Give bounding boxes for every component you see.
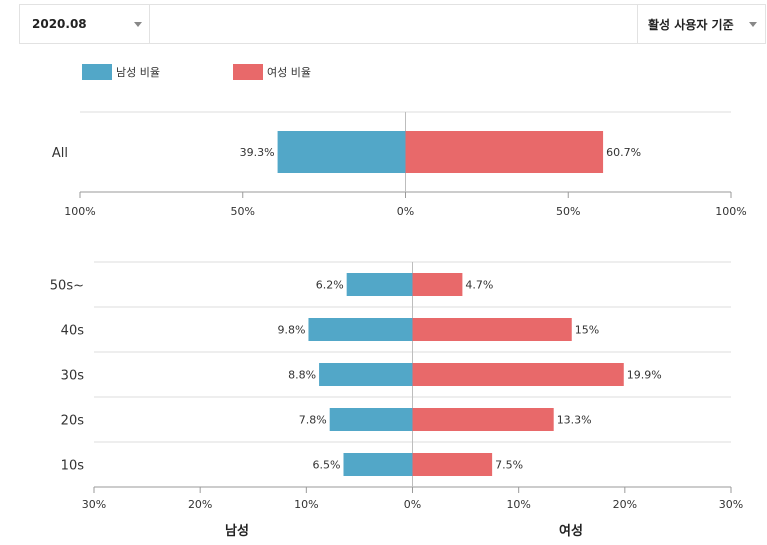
all-x-tick-label: 100%: [64, 205, 95, 218]
basis-select-value: 활성 사용자 기준: [648, 17, 734, 32]
age-data-label-female: 19.9%: [627, 369, 662, 382]
age-data-label-female: 4.7%: [465, 279, 493, 292]
age-x-tick-label: 10%: [294, 498, 318, 511]
age-x-tick-label: 0%: [404, 498, 421, 511]
legend-female-label: 여성 비율: [267, 66, 311, 79]
chevron-down-icon: [134, 22, 142, 27]
all-x-tick-label: 50%: [556, 205, 580, 218]
age-x-tick-label: 20%: [188, 498, 212, 511]
age-data-label-female: 13.3%: [557, 414, 592, 427]
age-data-label-female: 15%: [575, 324, 599, 337]
legend-male-label: 남성 비율: [116, 66, 160, 79]
legend-female-swatch: [233, 64, 263, 80]
age-category-label: 10s: [61, 459, 85, 474]
age-data-label-male: 8.8%: [288, 369, 316, 382]
age-x-tick-label: 30%: [82, 498, 106, 511]
age-bar-male: [346, 273, 413, 296]
age-data-label-male: 6.5%: [313, 459, 341, 472]
all-x-tick-label: 0%: [397, 205, 414, 218]
age-bar-male: [343, 453, 413, 476]
age-category-label: 40s: [61, 324, 85, 339]
month-select[interactable]: 2020.08: [20, 5, 150, 43]
age-data-label-male: 6.2%: [316, 279, 344, 292]
age-bar-female: [412, 318, 572, 341]
month-select-value: 2020.08: [32, 17, 87, 31]
x-axis-label-female: 여성: [559, 523, 583, 539]
all-category-label: All: [52, 146, 68, 161]
all-x-tick-label: 100%: [715, 205, 746, 218]
age-bar-female: [412, 408, 554, 431]
all-bar-male: [277, 131, 406, 173]
basis-select[interactable]: 활성 사용자 기준: [637, 5, 765, 43]
all-bar-female: [405, 131, 604, 173]
age-data-label-female: 7.5%: [495, 459, 523, 472]
legend-male: 남성 비율: [82, 64, 160, 80]
age-category-label: 50s~: [50, 279, 84, 294]
age-bar-female: [412, 273, 463, 296]
age-bar-male: [319, 363, 413, 386]
age-category-label: 20s: [61, 414, 85, 429]
age-bar-female: [412, 363, 624, 386]
age-bar-male: [308, 318, 413, 341]
all-data-label-male: 39.3%: [240, 146, 275, 159]
all-x-tick-label: 50%: [231, 205, 255, 218]
age-data-label-male: 7.8%: [299, 414, 327, 427]
legend-female: 여성 비율: [233, 64, 311, 80]
age-x-tick-label: 20%: [613, 498, 637, 511]
age-category-label: 30s: [61, 369, 85, 384]
chevron-down-icon: [749, 22, 757, 27]
age-bar-male: [329, 408, 413, 431]
age-x-tick-label: 10%: [506, 498, 530, 511]
age-data-label-male: 9.8%: [278, 324, 306, 337]
x-axis-label-male: 남성: [225, 523, 249, 539]
age-bar-female: [412, 453, 493, 476]
filter-toolbar: 2020.08 활성 사용자 기준: [19, 4, 766, 44]
legend-male-swatch: [82, 64, 112, 80]
age-x-tick-label: 30%: [719, 498, 743, 511]
all-data-label-female: 60.7%: [606, 146, 641, 159]
